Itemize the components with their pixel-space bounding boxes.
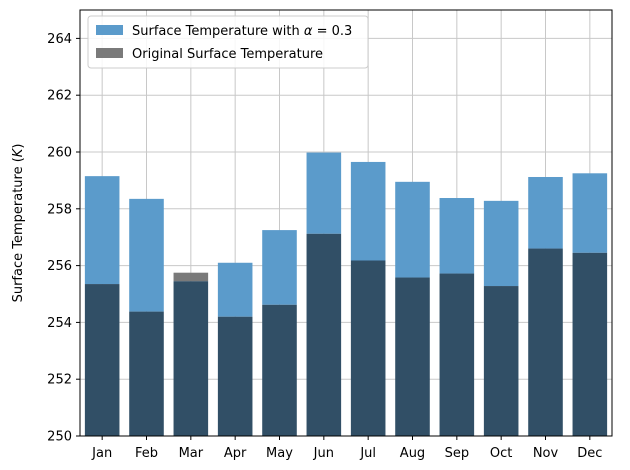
x-tick-label: Jan — [91, 446, 112, 461]
bar-alpha — [439, 198, 475, 274]
bar-alpha — [217, 262, 253, 317]
y-tick-label: 262 — [47, 89, 72, 104]
y-tick-label: 254 — [47, 316, 72, 331]
y-tick-label: 264 — [47, 32, 72, 47]
bar-overlap — [395, 277, 430, 436]
bar-alpha — [483, 200, 519, 287]
x-tick-label: Aug — [400, 446, 425, 461]
x-tick-label: Mar — [179, 446, 204, 461]
bar-overlap — [262, 304, 297, 436]
bar-overlap — [217, 316, 253, 436]
bar-overlap — [173, 281, 209, 436]
bar-original — [173, 272, 209, 282]
axes: 250 252 254 256 258 260 262 264 Jan Feb Mar Apr May J… — [11, 9, 613, 461]
bar-alpha — [262, 230, 297, 305]
bar-overlap — [572, 252, 608, 436]
bar-overlap — [84, 284, 120, 436]
y-tick-label: 250 — [47, 430, 72, 445]
bar-overlap — [439, 273, 475, 436]
y-tick-label: 252 — [47, 373, 72, 388]
bar-overlap — [528, 248, 563, 436]
x-tick-label: Oct — [490, 446, 512, 461]
x-tick-label: Nov — [533, 446, 559, 461]
y-tick-label: 260 — [47, 146, 72, 161]
bar-alpha — [129, 198, 164, 312]
x-tick-label: Dec — [577, 446, 602, 461]
legend-swatch-original — [96, 48, 123, 58]
bar-alpha — [306, 152, 342, 234]
y-tick-label: 256 — [47, 259, 72, 274]
x-tick-label: Apr — [224, 446, 247, 461]
legend-swatch-alpha — [96, 25, 123, 35]
bar-alpha — [395, 181, 430, 278]
legend-label-original: Original Surface Temperature — [132, 47, 323, 62]
y-tick-label: 258 — [47, 202, 72, 217]
legend-box — [87, 15, 369, 69]
x-tick-label: Feb — [135, 446, 158, 461]
x-tick-label: Sep — [445, 446, 470, 461]
bar-alpha — [84, 176, 120, 285]
bar-overlap — [306, 233, 342, 436]
x-tick-label: May — [266, 446, 293, 461]
bar-alpha — [350, 161, 386, 261]
x-tick-label: Jul — [359, 446, 376, 461]
y-axis-label: Surface Temperature (K) — [11, 144, 26, 303]
x-tick-label: Jun — [313, 446, 334, 461]
bars — [84, 152, 608, 436]
bar-overlap — [129, 311, 164, 436]
legend-label-alpha: Surface Temperature with α = 0.3 — [132, 24, 352, 39]
legend: Surface Temperature with α = 0.3 Original… — [87, 15, 369, 69]
bar-overlap — [350, 260, 386, 436]
plot-frame — [79, 9, 613, 437]
bar-alpha — [528, 176, 563, 249]
bar-overlap — [483, 286, 519, 436]
bar-alpha — [572, 173, 608, 253]
